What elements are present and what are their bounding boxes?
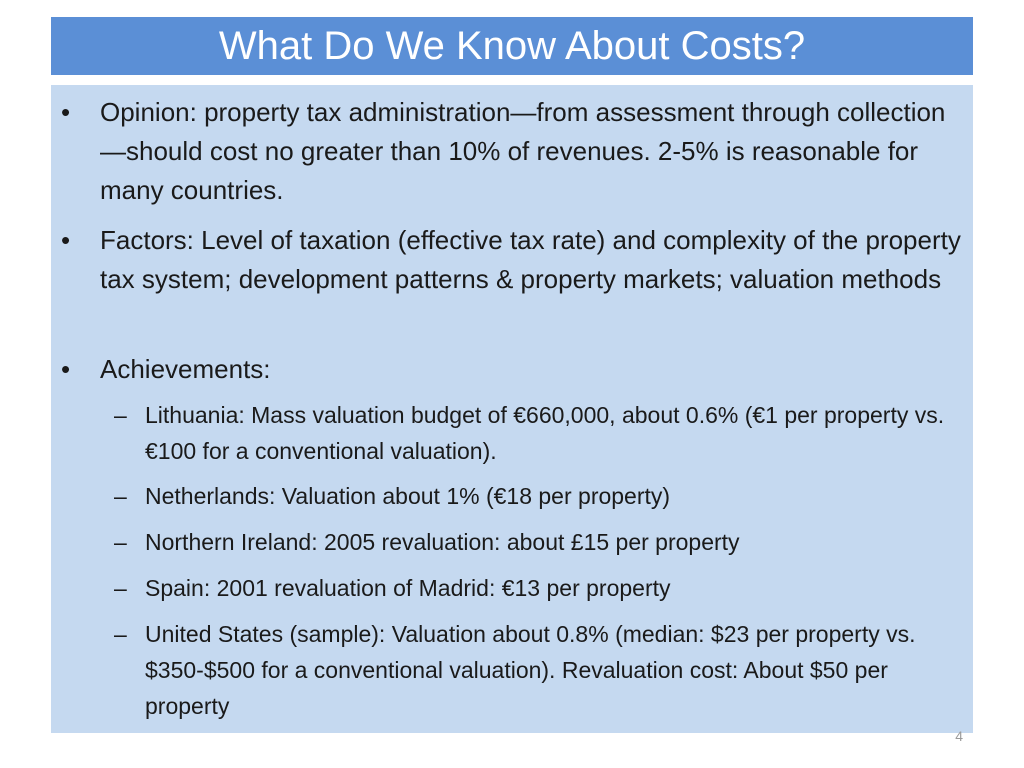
bullet-text: Factors: Level of taxation (effective ta… — [100, 225, 961, 294]
bullet-icon: • — [61, 354, 71, 384]
dash-icon: – — [114, 575, 127, 601]
content-box: • Opinion: property tax administration—f… — [51, 85, 973, 733]
slide-number: 4 — [955, 728, 963, 744]
dash-icon: – — [114, 621, 127, 647]
dash-icon: – — [114, 529, 127, 555]
bullet-icon: • — [61, 97, 71, 127]
sub-bullet-text: Netherlands: Valuation about 1% (€18 per… — [145, 483, 671, 509]
bullet-icon: • — [61, 225, 71, 255]
sub-bullet-text: Northern Ireland: 2005 revaluation: abou… — [145, 529, 740, 555]
title-bar: What Do We Know About Costs? — [51, 17, 973, 75]
bullet-text: Opinion: property tax administration—fro… — [100, 97, 946, 205]
sub-bullet-text: Spain: 2001 revaluation of Madrid: €13 p… — [145, 575, 671, 601]
sub-bullet-text: United States (sample): Valuation about … — [145, 621, 916, 719]
slide-title: What Do We Know About Costs? — [218, 24, 806, 68]
dash-icon: – — [114, 402, 127, 428]
sub-bullet-text: Lithuania: Mass valuation budget of €660… — [145, 402, 945, 464]
dash-icon: – — [114, 483, 127, 509]
bullet-text: Achievements: — [100, 354, 271, 384]
